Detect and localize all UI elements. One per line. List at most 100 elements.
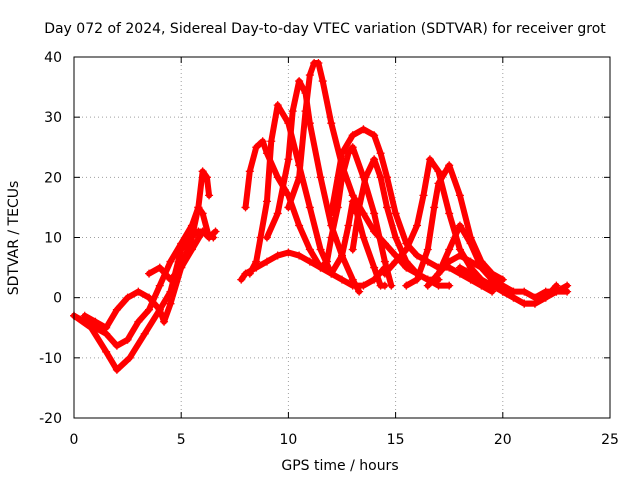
data-point (262, 233, 271, 242)
data-point (134, 317, 143, 326)
data-point (237, 275, 246, 284)
data-point (402, 281, 411, 290)
data-point (295, 173, 304, 182)
data-point (134, 287, 143, 296)
data-point (314, 59, 323, 68)
data-point (155, 305, 164, 314)
data-point (498, 287, 507, 296)
chart-title: Day 072 of 2024, Sidereal Day-to-day VTE… (44, 21, 606, 37)
data-point (91, 317, 100, 326)
data-point (123, 293, 132, 302)
data-point (112, 341, 121, 350)
data-point (198, 167, 207, 176)
data-point (563, 287, 572, 296)
data-point (434, 179, 443, 188)
data-point (166, 299, 175, 308)
data-point (348, 245, 357, 254)
grid-lines (74, 57, 610, 418)
data-point (305, 257, 314, 266)
data-point (509, 293, 518, 302)
data-point (445, 281, 454, 290)
data-point (112, 305, 121, 314)
data-point (145, 293, 154, 302)
data-point (455, 251, 464, 260)
data-point (423, 281, 432, 290)
data-point (423, 245, 432, 254)
data-point (361, 173, 370, 182)
data-point (245, 269, 254, 278)
data-point (252, 257, 261, 266)
data-point (327, 209, 336, 218)
data-point (376, 173, 385, 182)
series-line (81, 168, 213, 331)
data-point (155, 281, 164, 290)
data-point (273, 101, 282, 110)
data-point (359, 281, 368, 290)
data-point (338, 251, 346, 260)
x-tick-label: 5 (177, 432, 186, 448)
data-point (370, 263, 379, 272)
data-point (348, 131, 357, 140)
series-line (456, 264, 560, 307)
data-point (262, 257, 271, 266)
y-tick-label: -20 (39, 411, 62, 427)
data-point (434, 281, 443, 290)
data-point (211, 227, 220, 236)
data-point (273, 173, 282, 182)
data-point (338, 149, 346, 158)
data-point (80, 311, 89, 320)
data-point (155, 263, 164, 272)
x-tick-label: 0 (70, 432, 79, 448)
data-point (402, 245, 411, 254)
data-point (348, 275, 357, 284)
data-point (262, 197, 271, 206)
data-point (445, 209, 454, 218)
data-point (466, 269, 475, 278)
data-point (209, 233, 218, 242)
data-point (466, 239, 475, 248)
data-point (125, 353, 134, 362)
data-point (284, 155, 293, 164)
data-point (112, 365, 121, 374)
data-point (252, 143, 261, 152)
data-point (380, 281, 389, 290)
data-point (413, 221, 422, 230)
x-tick-label: 20 (494, 432, 512, 448)
data-point (370, 227, 379, 236)
data-point (166, 275, 175, 284)
y-tick-label: 30 (44, 110, 62, 126)
data-point (413, 251, 422, 260)
data-point (391, 257, 400, 266)
data-point (355, 287, 364, 296)
data-point (370, 209, 379, 218)
data-point (316, 263, 325, 272)
data-point (205, 191, 214, 200)
data-point (391, 233, 400, 242)
data-point (316, 173, 325, 182)
data-point (327, 269, 336, 278)
data-point (145, 305, 154, 314)
data-point (295, 221, 304, 230)
data-point (258, 137, 267, 146)
data-point (102, 323, 111, 332)
y-tick-label: 0 (53, 291, 62, 307)
data-point (123, 335, 132, 344)
data-point (305, 203, 314, 212)
data-point (455, 263, 464, 272)
data-series (70, 59, 572, 374)
data-point (177, 239, 186, 248)
data-point (177, 263, 186, 272)
data-point (102, 347, 111, 356)
data-point (520, 287, 529, 296)
data-point (187, 245, 196, 254)
data-point (380, 269, 389, 278)
data-point (552, 281, 561, 290)
data-point (140, 329, 149, 338)
x-axis-ticks: 0 5 10 15 20 25 (70, 57, 619, 448)
data-point (434, 269, 443, 278)
data-point (187, 233, 196, 242)
data-point (305, 71, 314, 80)
data-point (370, 275, 379, 284)
data-point (380, 239, 389, 248)
data-point (344, 221, 353, 230)
